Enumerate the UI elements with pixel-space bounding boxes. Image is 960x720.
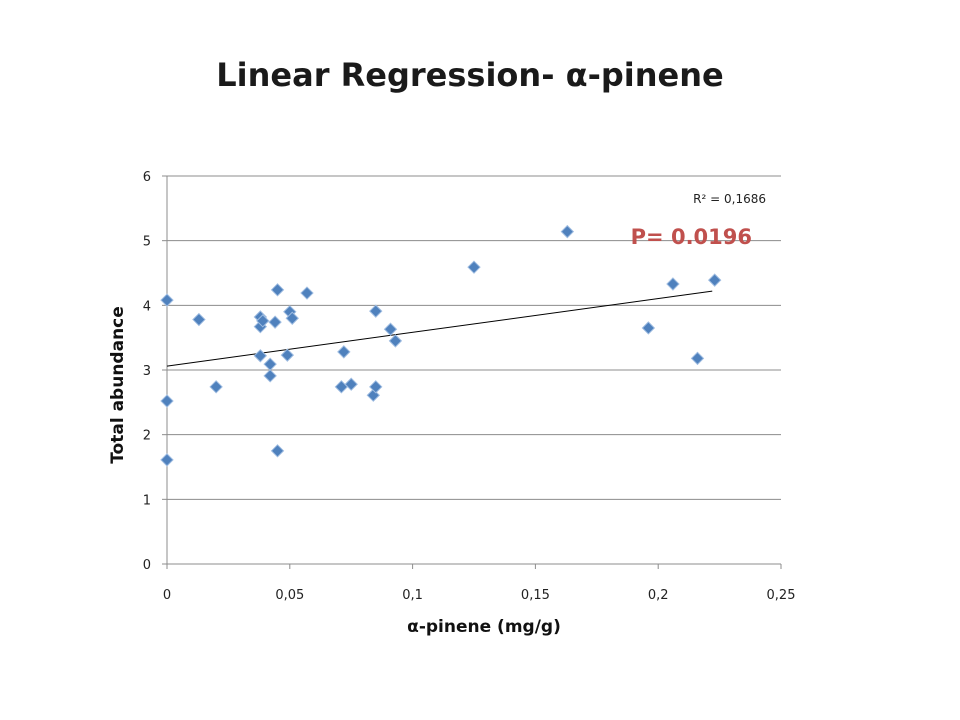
x-tick-label: 0 xyxy=(163,588,171,603)
data-point xyxy=(160,293,174,307)
data-point xyxy=(369,304,383,318)
data-point xyxy=(253,349,268,363)
data-point xyxy=(263,357,277,371)
data-point xyxy=(690,351,705,366)
data-point xyxy=(334,380,349,394)
data-point xyxy=(560,224,575,239)
x-tick-label: 0,25 xyxy=(767,588,796,603)
data-point xyxy=(280,348,295,362)
y-tick-label: 2 xyxy=(143,429,151,444)
trendline xyxy=(166,290,713,367)
r-squared-label: R² = 0,1686 xyxy=(693,192,766,206)
data-point xyxy=(300,286,314,300)
data-point xyxy=(641,321,656,335)
y-tick-label: 0 xyxy=(143,558,151,573)
data-point xyxy=(467,260,481,274)
data-point xyxy=(383,322,398,336)
y-tick-label: 5 xyxy=(143,235,151,250)
data-point xyxy=(337,345,351,359)
data-point xyxy=(256,314,270,328)
y-tick-label: 6 xyxy=(143,170,151,185)
y-tick-label: 3 xyxy=(143,364,151,379)
data-point xyxy=(270,444,285,458)
data-point xyxy=(192,312,206,327)
data-point xyxy=(388,334,403,348)
data-point xyxy=(160,453,174,467)
x-tick-label: 0,2 xyxy=(648,588,669,603)
data-point xyxy=(707,273,722,287)
y-tick-label: 1 xyxy=(143,493,151,508)
y-tick-label: 4 xyxy=(143,299,151,314)
x-tick-label: 0,15 xyxy=(521,588,550,603)
y-axis-title: Total abundance xyxy=(108,306,128,464)
data-point xyxy=(209,380,223,394)
data-point xyxy=(369,380,383,394)
p-value-label: P= 0.0196 xyxy=(631,225,752,249)
x-tick-label: 0,1 xyxy=(402,588,423,603)
data-point xyxy=(160,394,174,408)
data-point xyxy=(270,283,285,297)
data-point xyxy=(344,377,358,391)
chart-title: Linear Regression- α-pinene xyxy=(216,56,724,94)
data-point xyxy=(285,311,299,325)
x-axis-title: α-pinene (mg/g) xyxy=(407,617,561,637)
x-tick-label: 0,05 xyxy=(275,588,304,603)
data-point xyxy=(666,277,680,291)
data-point xyxy=(268,315,282,329)
data-point xyxy=(263,369,277,383)
